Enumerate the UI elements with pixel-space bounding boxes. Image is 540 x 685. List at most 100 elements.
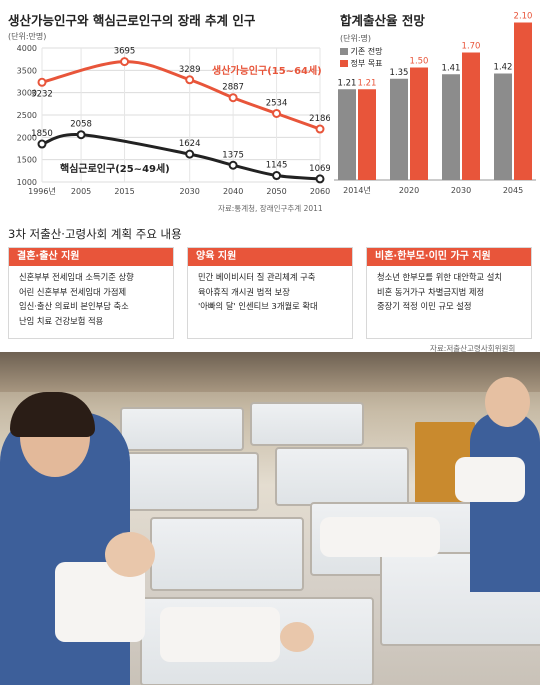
line-chart-unit: (단위:만명): [8, 32, 47, 41]
bar-chart-title: 합계출산율 전망: [340, 13, 425, 28]
data-point: [37, 77, 47, 87]
legend-label-existing: 기존 전망: [350, 47, 383, 56]
x-tick-label: 2040: [223, 187, 243, 196]
blanket: [320, 517, 440, 557]
x-tick-label: 1996년: [28, 186, 56, 196]
crib: [115, 452, 259, 511]
list-item: '아빠의 달' 인센티브 3개월로 확대: [198, 301, 318, 311]
data-point: [185, 149, 195, 159]
panel-header: 양육 지원: [188, 248, 352, 266]
list-item: 중장기 적정 이민 규모 설정: [377, 301, 472, 311]
section-title: 3차 저출산·고령사회 계획 주요 내용: [8, 227, 182, 241]
panel-header: 비혼·한부모·이민 가구 지원: [367, 248, 531, 266]
series-label-working-age: 생산가능인구(15~64세): [212, 66, 322, 77]
list-item: 민간 베이비시터 질 관리체계 구축: [198, 272, 316, 282]
data-label: 2534: [266, 98, 288, 108]
panel-list: 청소년 한부모를 위한 대안학교 설치 비혼 동거가구 차별금지법 제정 중장기…: [367, 270, 531, 314]
data-label: 1850: [31, 129, 53, 139]
data-label: 3695: [114, 47, 136, 57]
bar: [494, 73, 512, 180]
line-chart-title: 생산가능인구와 핵심근로인구의 장래 추계 인구: [8, 13, 256, 28]
bar: [390, 78, 408, 180]
data-point: [185, 75, 195, 85]
nurse-right-face: [485, 377, 530, 427]
bar: [442, 74, 460, 180]
data-point: [315, 174, 325, 184]
bar-value-label: 1.42: [494, 63, 513, 73]
y-tick-label: 3000: [17, 89, 37, 98]
list-item: 육아휴직 개시권 법적 보장: [198, 286, 290, 297]
line-chart-source: 자료:통계청, 장래인구추계 2011: [218, 204, 323, 213]
data-label: 2887: [222, 83, 244, 93]
data-label: 1069: [309, 164, 330, 174]
newborn-face: [105, 532, 155, 577]
baby-head: [280, 622, 314, 652]
crib: [150, 517, 304, 591]
bar-value-label: 1.41: [442, 63, 461, 73]
blanket: [160, 607, 280, 662]
data-point: [272, 171, 282, 181]
bar-value-label: 1.70: [462, 42, 481, 52]
data-point: [228, 160, 238, 170]
y-tick-label: 1500: [17, 156, 37, 165]
y-tick-label: 2500: [17, 111, 37, 120]
list-item: 청소년 한부모를 위한 대안학교 설치: [377, 272, 503, 282]
data-point: [76, 130, 86, 140]
data-point: [272, 108, 282, 118]
list-item: 신혼부부 전세임대 소득기준 상향: [19, 272, 134, 282]
data-point: [315, 124, 325, 134]
panels-source: 자료:저출산고령사회위원회: [430, 344, 516, 353]
x-tick-label: 2020: [399, 186, 419, 195]
y-tick-label: 4000: [17, 44, 37, 53]
data-label: 1624: [179, 139, 201, 149]
line-chart: 1000 1500 2000 2500 3000 3500 4000 1996년 2005 201…: [17, 44, 330, 196]
x-tick-label: 2050: [266, 187, 286, 196]
panel-header: 결혼·출산 지원: [9, 248, 173, 266]
bar: [462, 52, 480, 180]
bar-value-label: 1.35: [390, 68, 409, 78]
data-label: 2058: [70, 120, 92, 130]
x-tick-label: 2060: [310, 187, 330, 196]
bar-legend-existing: 기존 전망: [340, 46, 383, 57]
x-tick-label: 2030: [451, 186, 471, 195]
bar: [338, 89, 356, 180]
nurse-left-hair: [10, 392, 95, 437]
legend-swatch-target: [340, 60, 348, 67]
panel-list: 신혼부부 전세임대 소득기준 상향 어린 신혼부부 전세임대 가점제 임신·출산…: [9, 270, 173, 328]
y-tick-label: 1000: [17, 178, 37, 187]
data-point: [120, 57, 130, 67]
photo-wall: [0, 352, 540, 392]
x-tick-label: 2030: [180, 187, 200, 196]
nursery-photo: 30: [0, 352, 540, 685]
bar: [358, 89, 376, 180]
data-label: 1145: [266, 161, 288, 171]
x-tick-label: 2045: [503, 186, 523, 195]
bar-legend-target: 정부 목표: [340, 58, 383, 69]
list-item: 비혼 동거가구 차별금지법 제정: [377, 286, 485, 297]
legend-swatch-existing: [340, 48, 348, 55]
data-point: [37, 139, 47, 149]
bar-chart-unit: (단위:명): [340, 34, 372, 43]
crib: [120, 407, 244, 451]
data-label: 3289: [179, 65, 201, 75]
crib: [275, 447, 409, 506]
nurse-right: [470, 412, 540, 592]
bar-value-label: 1.50: [410, 57, 429, 67]
list-item: 난임 치료 건강보험 적용: [19, 315, 104, 326]
bar-value-label: 2.10: [514, 12, 533, 22]
y-tick-label: 3500: [17, 66, 37, 75]
bar-value-label: 1.21: [358, 78, 377, 88]
data-label: 1375: [222, 150, 244, 160]
bar-chart: 1.21 1.21 2014년 1.351.50 2020 1.41 1.70 2030 1.4…: [334, 12, 536, 195]
crib: [250, 402, 364, 446]
data-point: [228, 93, 238, 103]
bar: [410, 67, 428, 180]
x-tick-label: 2014년: [343, 185, 371, 195]
legend-label-target: 정부 목표: [350, 59, 383, 68]
bar: [514, 22, 532, 180]
series-label-core: 핵심근로인구(25~49세): [60, 164, 170, 175]
nurse-right-blanket: [455, 457, 525, 502]
x-tick-label: 2005: [71, 187, 91, 196]
y-tick-label: 2000: [17, 133, 37, 142]
panel-household: 비혼·한부모·이민 가구 지원 청소년 한부모를 위한 대안학교 설치 비혼 동…: [366, 247, 532, 339]
